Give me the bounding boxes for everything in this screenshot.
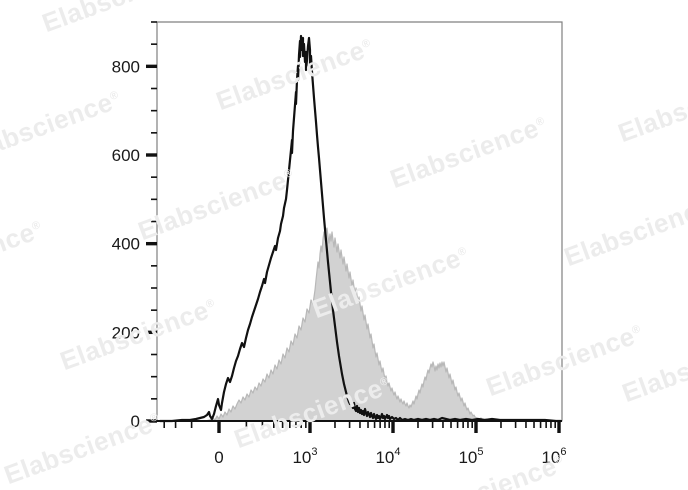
x-axis-ticks: [157, 420, 562, 433]
x-axis-tick-label: 106: [541, 446, 566, 467]
grey-filled-histogram: [156, 227, 563, 422]
x-axis-tick-labels: 0 103 104 105 106: [214, 446, 566, 467]
x-axis-tick-label: 0: [214, 448, 223, 467]
x-axis-tick-exponent: 4: [394, 446, 400, 458]
x-axis-tick-exponent: 5: [477, 446, 483, 458]
black-outline-histogram: [158, 34, 563, 423]
x-axis-tick-label: 104: [375, 446, 400, 467]
y-axis-tick-label: 0: [131, 412, 140, 431]
y-axis-ticks: [146, 21, 157, 423]
x-axis-tick-label: 103: [292, 446, 317, 467]
y-axis-tick-labels: 0 200 400 600 800: [112, 57, 140, 431]
y-axis-tick-label: 600: [112, 146, 140, 165]
y-axis-tick-label: 400: [112, 235, 140, 254]
x-axis-tick-exponent: 3: [311, 446, 317, 458]
x-axis-tick-exponent: 6: [560, 446, 566, 458]
y-axis-tick-label: 800: [112, 57, 140, 76]
x-axis-tick-label: 105: [458, 446, 483, 467]
y-axis-tick-label: 200: [112, 323, 140, 342]
